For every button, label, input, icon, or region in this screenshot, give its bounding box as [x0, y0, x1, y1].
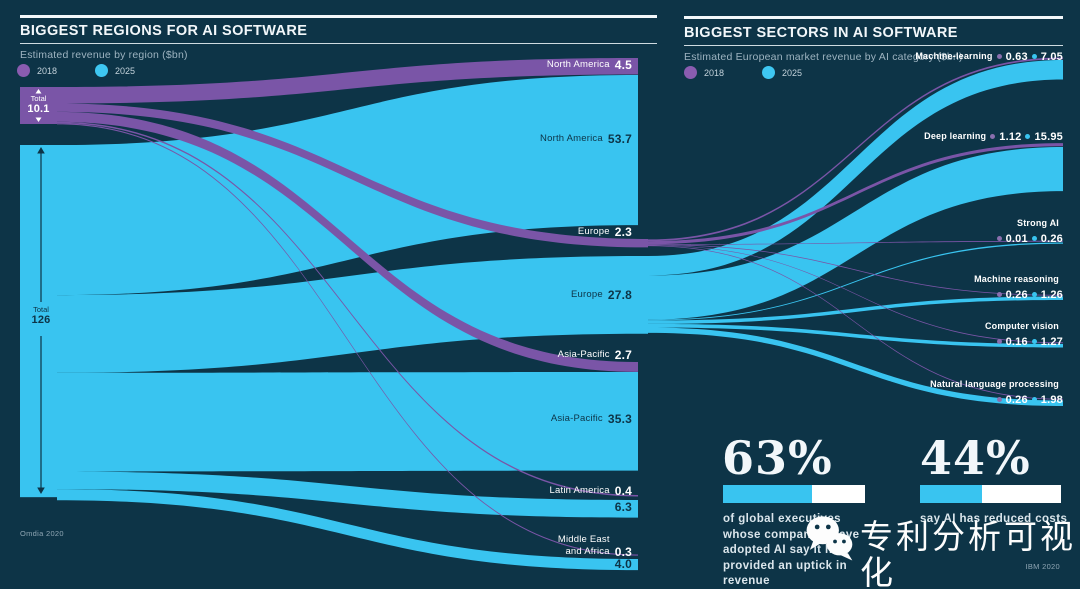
stat-63-value: 63%	[722, 431, 833, 485]
legend-2018-label: 2018	[37, 65, 58, 76]
legend-2025-dot-icon	[762, 66, 776, 79]
stat-44-bar	[920, 485, 1061, 503]
legend-2025-label: 2025	[115, 65, 136, 76]
right-panel-subtitle: Estimated European market revenue by AI …	[684, 51, 963, 63]
dot-2025-icon	[1031, 54, 1037, 59]
dot-2018-icon	[996, 292, 1002, 297]
legend-2018-label: 2018	[704, 67, 725, 78]
dot-2025-icon	[1031, 339, 1037, 344]
left-source-note: Omdia 2020	[20, 529, 64, 538]
dot-2018-icon	[990, 134, 996, 139]
dot-2018-icon	[996, 236, 1002, 241]
node-label-latin-america-2025: 6.3	[614, 500, 632, 514]
node-label-latin-america-2018: Latin America 0.4	[549, 484, 632, 498]
stat-63-bar-fill	[723, 485, 813, 503]
right-source-note: IBM 2020	[1025, 562, 1060, 571]
dot-2018-icon	[996, 397, 1002, 402]
stat-44-description: say AI has reduced costs	[920, 513, 1068, 525]
sector-label-strong-ai: Strong AI 0.01 0.26	[996, 218, 1063, 246]
legend-2025-label: 2025	[782, 67, 803, 78]
right-header-rule	[684, 16, 1063, 19]
dot-2025-icon	[1031, 292, 1037, 297]
legend-2025-dot-icon	[95, 64, 109, 77]
node-label-middle-east-africa-2018: Middle East and Africa 0.3	[557, 534, 632, 559]
stat-44-value: 44%	[920, 431, 1031, 485]
node-label-north-america-2025: North America 53.7	[540, 132, 632, 146]
stat-63-bar	[723, 485, 865, 503]
sector-label-deep-learning: Deep learning 1.12 15.95	[924, 130, 1063, 143]
left-legend: 2018 2025	[17, 64, 163, 77]
stat-44-bar-fill	[920, 485, 983, 503]
dot-2025-icon	[1025, 134, 1031, 139]
left-header-rule	[20, 15, 657, 18]
watermark-text: 专利分析可视化	[860, 517, 1076, 589]
node-label-europe-2018: Europe 2.3	[577, 225, 632, 239]
sector-label-computer-vision: Computer vision 0.16 1.27	[984, 321, 1063, 348]
dot-2025-icon	[1031, 397, 1037, 402]
node-label-asia-pacific-2018: Asia-Pacific 2.7	[557, 348, 632, 362]
node-label-north-america-2018: North America 4.5	[546, 58, 632, 72]
left-panel-title: BIGGEST REGIONS FOR AI SOFTWARE	[20, 23, 308, 39]
legend-2018-dot-icon	[17, 64, 30, 77]
sector-label-machine-reasoning: Machine reasoning 0.26 1.26	[974, 274, 1063, 301]
left-header-underline	[20, 43, 657, 44]
dot-2025-icon	[1031, 236, 1037, 241]
dot-2018-icon	[996, 54, 1002, 59]
sector-label-natural-language-processing: Natural language processing 0.26 1.98	[930, 379, 1063, 406]
right-header-underline	[684, 45, 1063, 46]
node-label-middle-east-africa-2025: 4.0	[614, 557, 632, 571]
node-label-europe-2025: Europe 27.8	[571, 288, 632, 302]
total-2018-label: Total 10.1	[27, 94, 50, 115]
right-legend: 2018 2025	[684, 66, 830, 79]
left-panel-subtitle: Estimated revenue by region ($bn)	[20, 49, 188, 61]
legend-2018-dot-icon	[684, 66, 697, 79]
wechat-icon	[806, 516, 853, 561]
sector-label-machine-learning: Machine-learning 0.63 7.05	[915, 50, 1063, 63]
right-panel-title: BIGGEST SECTORS IN AI SOFTWARE	[684, 25, 958, 41]
dot-2018-icon	[996, 339, 1002, 344]
total-2025-label: Total 126	[31, 305, 51, 326]
node-label-asia-pacific-2025: Asia-Pacific 35.3	[550, 412, 632, 426]
